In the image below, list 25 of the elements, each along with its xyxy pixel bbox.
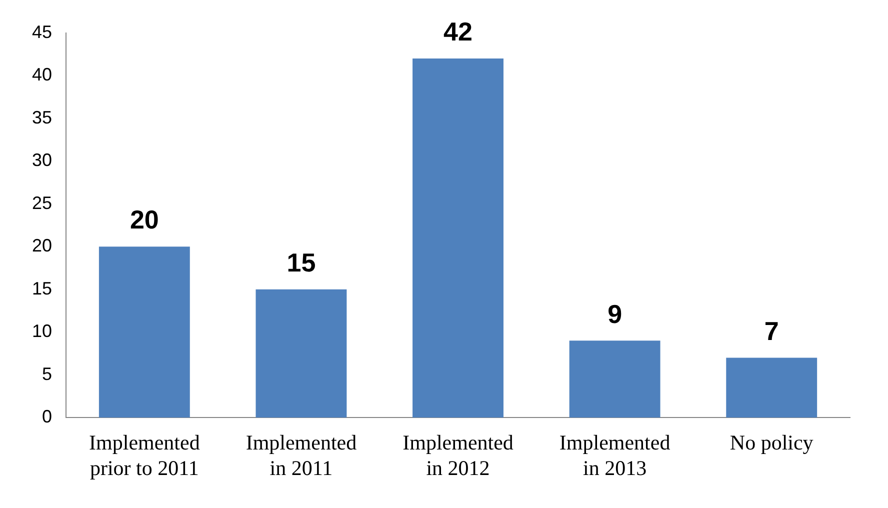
x-tick-label: No policy <box>730 430 814 455</box>
y-tick-label: 20 <box>32 236 52 256</box>
y-tick-label: 15 <box>32 278 52 298</box>
data-label: 7 <box>764 316 779 346</box>
y-tick-label: 10 <box>32 321 52 342</box>
y-tick-label: 45 <box>32 22 52 42</box>
bar <box>569 340 660 418</box>
y-tick-label: 5 <box>42 364 52 384</box>
data-label: 20 <box>130 204 159 235</box>
bar <box>256 289 347 418</box>
y-tick-label: 35 <box>32 107 52 128</box>
x-tick-label: Implemented in 2013 <box>559 430 671 480</box>
x-tick-label: Implemented in 2012 <box>402 430 514 480</box>
data-label: 15 <box>286 248 316 278</box>
bar <box>726 358 818 418</box>
y-tick-label: 25 <box>32 192 52 213</box>
x-tick-label: Implemented in 2011 <box>246 430 358 480</box>
data-label: 42 <box>444 16 472 47</box>
data-label: 9 <box>608 298 622 329</box>
y-tick-label: 30 <box>32 150 52 170</box>
y-tick-label: 0 <box>42 406 52 427</box>
x-tick-label: Implemented prior to 2011 <box>89 430 200 480</box>
y-tick-label: 40 <box>32 64 52 85</box>
bar <box>98 246 190 418</box>
bar <box>412 58 504 418</box>
